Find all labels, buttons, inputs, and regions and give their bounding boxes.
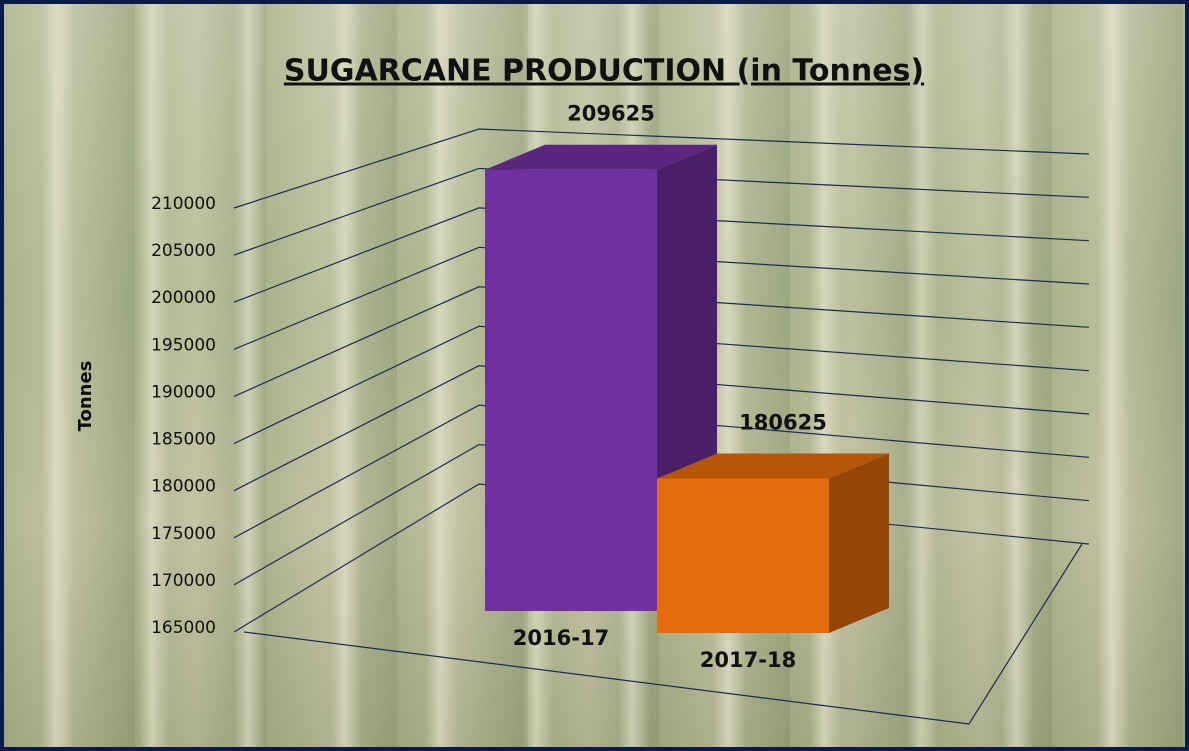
grid-line [233, 167, 1090, 256]
y-axis-label: Tonnes [75, 361, 96, 432]
y-tick-label: 185000 [151, 430, 216, 450]
grid-line [233, 404, 1090, 539]
y-tick-label: 190000 [151, 382, 216, 402]
bar [657, 478, 829, 633]
grid-line [233, 246, 1090, 350]
bar [485, 169, 657, 612]
y-tick-label: 170000 [151, 571, 216, 591]
value-label: 209625 [567, 102, 655, 126]
y-tick-label: 175000 [151, 524, 216, 544]
grid-line [233, 286, 1090, 397]
y-tick-label: 195000 [151, 335, 216, 355]
x-tick-label: 2017-18 [700, 648, 796, 672]
y-tick-label: 205000 [151, 241, 216, 261]
bar-top [485, 144, 717, 170]
y-tick-label: 165000 [151, 618, 216, 638]
grid-line [233, 128, 1090, 209]
x-tick-label: 2016-17 [513, 626, 609, 650]
value-label: 180625 [739, 410, 827, 434]
bar-top [657, 453, 889, 479]
y-tick-label: 200000 [151, 288, 216, 308]
grid-line [233, 365, 1090, 492]
grid-line [233, 207, 1090, 303]
floor-edge [243, 543, 1083, 725]
chart: SUGARCANE PRODUCTION (in Tonnes) Tonnes … [75, 54, 1090, 725]
bar-side [829, 453, 889, 633]
chart-title: SUGARCANE PRODUCTION (in Tonnes) [284, 54, 924, 89]
grid-line [233, 325, 1090, 445]
y-tick-label: 180000 [151, 477, 216, 497]
y-tick-label: 210000 [151, 194, 216, 214]
